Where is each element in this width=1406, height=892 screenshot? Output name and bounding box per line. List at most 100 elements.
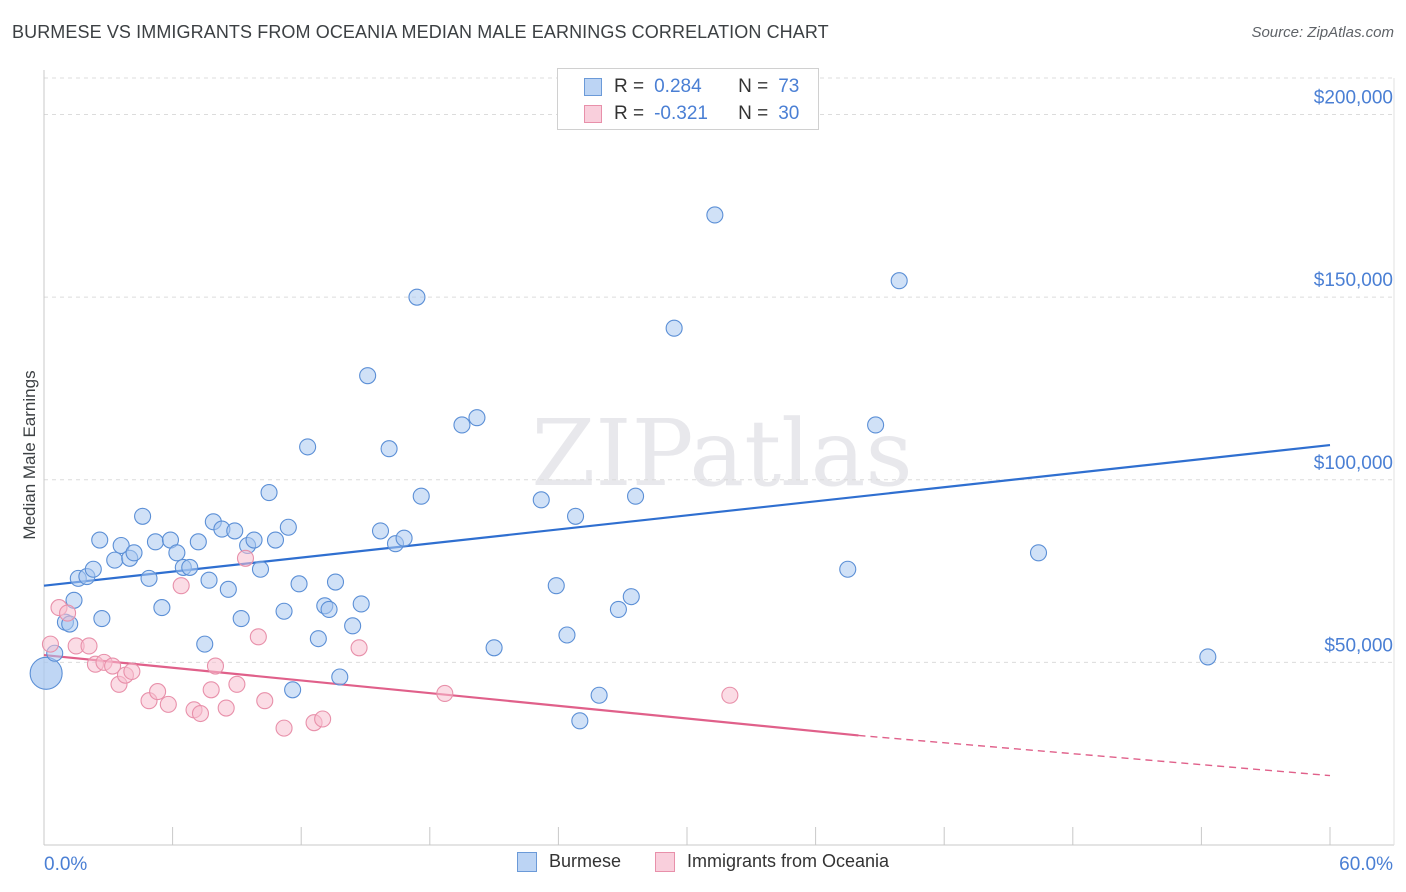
burmese-point [395, 529, 413, 547]
oceania-point [159, 695, 177, 713]
burmese-point [181, 558, 199, 576]
oceania-point [721, 686, 739, 704]
r-value: -0.321 [654, 103, 708, 124]
burmese-point [245, 531, 263, 549]
burmese-point [200, 571, 218, 589]
oceania-point [104, 657, 122, 675]
legend-item-burmese[interactable]: Burmese [516, 851, 621, 872]
oceania-point [249, 628, 267, 646]
burmese-point [91, 531, 109, 549]
oceania-legend-swatch [654, 851, 675, 872]
n-value: 73 [778, 76, 800, 97]
burmese-point [112, 536, 130, 555]
oceania-point [80, 637, 98, 655]
burmese-point [622, 588, 640, 606]
burmese-point [275, 602, 293, 620]
burmese-point [408, 288, 426, 306]
burmese-point [412, 487, 430, 505]
watermark: ZIPatlas [531, 400, 912, 507]
burmese-point [320, 600, 338, 618]
burmese-point [485, 639, 503, 657]
burmese-point [153, 599, 171, 617]
burmese-point [266, 531, 285, 549]
oceania-trend-extrapolation [858, 734, 1331, 777]
burmese-point [93, 610, 111, 628]
y-tick-label: $100,000 [1314, 453, 1393, 474]
burmese-point [665, 319, 683, 337]
burmese-point [371, 522, 390, 540]
chart-title: BURMESE VS IMMIGRANTS FROM OCEANIA MEDIA… [12, 22, 829, 42]
burmese-point [260, 483, 278, 502]
n-label: N = [738, 76, 769, 97]
y-tick-label: $150,000 [1314, 270, 1393, 291]
burmese-point [571, 712, 589, 730]
burmese-point [1029, 544, 1048, 562]
y-tick-label: $50,000 [1324, 635, 1393, 656]
oceania-point [228, 675, 246, 693]
legend-label-oceania: Immigrants from Oceania [686, 851, 890, 871]
burmese-point [168, 544, 186, 562]
burmese-legend-swatch [516, 851, 537, 872]
burmese-point [867, 416, 885, 434]
burmese-point [279, 518, 297, 536]
burmese-point [468, 409, 486, 427]
burmese-point [359, 367, 377, 385]
stats-row-oceania: R = -0.321 N = 30 [558, 100, 799, 128]
oceania-point [275, 719, 293, 737]
oceania-point [123, 662, 141, 681]
r-value: 0.284 [654, 76, 702, 97]
burmese-point [1199, 648, 1217, 666]
burmese-point [232, 610, 250, 628]
burmese-point [189, 533, 207, 551]
burmese-point [326, 573, 345, 591]
burmese-point [532, 491, 550, 509]
burmese-point [590, 686, 608, 704]
burmese-point [352, 595, 370, 613]
legend-item-oceania[interactable]: Immigrants from Oceania [654, 851, 890, 872]
burmese-point [558, 626, 576, 644]
x-tick-label-min: 0.0% [44, 854, 87, 875]
burmese-swatch [584, 78, 602, 96]
burmese-point [251, 560, 270, 578]
n-value: 30 [778, 103, 800, 124]
burmese-point [290, 575, 308, 593]
burmese-point [609, 600, 627, 618]
burmese-point [299, 438, 317, 456]
oceania-point [59, 604, 77, 622]
burmese-point [196, 635, 214, 653]
r-label: R = [614, 103, 645, 124]
oceania-point [236, 549, 255, 567]
r-label: R = [614, 76, 645, 97]
burmese-point [140, 569, 158, 587]
burmese-point [566, 507, 585, 525]
oceania-point [149, 683, 167, 701]
burmese-point [106, 551, 124, 569]
burmese-point [284, 681, 302, 699]
burmese-point [627, 487, 645, 505]
burmese-point [84, 560, 102, 578]
oceania-point [172, 577, 190, 595]
oceania-swatch [584, 105, 602, 123]
burmese-point [146, 533, 165, 551]
burmese-point [547, 577, 565, 595]
burmese-point [309, 630, 327, 648]
oceania-point [202, 681, 220, 699]
burmese-point [134, 507, 152, 525]
stats-row-burmese: R = 0.284 N = 73 [558, 73, 799, 101]
burmese-point [380, 440, 398, 458]
burmese-point [331, 668, 349, 686]
burmese-point [226, 522, 244, 540]
x-tick-label-max: 60.0% [1339, 854, 1393, 875]
oceania-point [350, 639, 368, 657]
burmese-point [839, 560, 857, 578]
oceania-point [436, 684, 454, 702]
y-tick-label: $200,000 [1314, 88, 1393, 109]
oceania-point [217, 699, 235, 717]
oceania-point [191, 704, 210, 723]
burmese-point [219, 580, 237, 598]
oceania-point [41, 635, 59, 653]
n-label: N = [738, 103, 769, 124]
legend-label-burmese: Burmese [548, 851, 621, 871]
series-legend: Burmese Immigrants from Oceania [0, 851, 1406, 872]
